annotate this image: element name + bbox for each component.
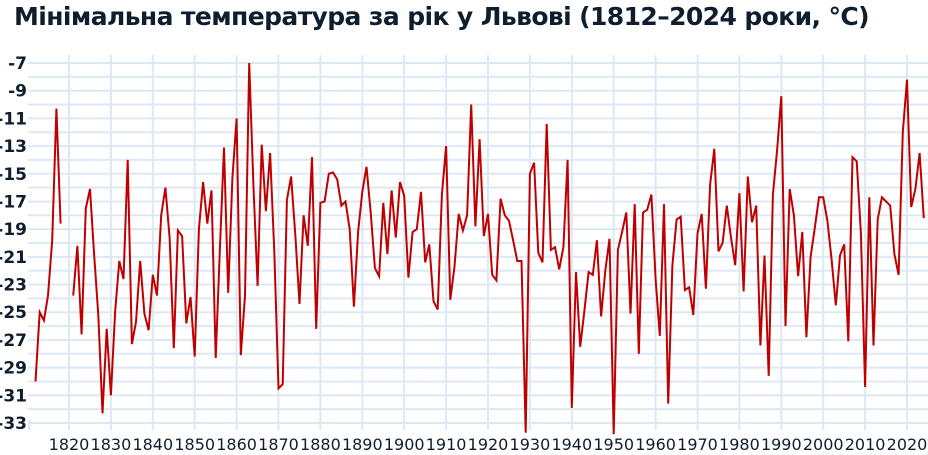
y-tick-label: -9 [8, 82, 27, 102]
x-tick-label: 1840 [132, 435, 173, 454]
chart-title: Мінімальна температура за рік у Львові (… [14, 2, 870, 31]
y-axis-labels: -7 -9 -11 -13 -15 -17 -19 -21 -23 -25 -27 -29 -31 -33 [0, 54, 27, 434]
x-tick-label: 1830 [91, 435, 132, 454]
gridlines [28, 55, 928, 430]
x-tick-label: 1970 [677, 435, 718, 454]
x-tick-label: 1850 [174, 435, 215, 454]
x-tick-label: 1920 [468, 435, 509, 454]
y-tick-label: -11 [0, 109, 27, 129]
x-tick-label: 1980 [719, 435, 760, 454]
x-tick-label: 2020 [887, 435, 928, 454]
x-tick-label: 1910 [426, 435, 467, 454]
y-tick-label: -21 [0, 248, 27, 268]
series-line [72, 62, 925, 435]
x-tick-label: 2000 [803, 435, 844, 454]
y-tick-label: -17 [0, 192, 27, 212]
x-tick-label: 1960 [635, 435, 676, 454]
y-tick-label: -19 [0, 220, 27, 240]
y-tick-label: -27 [0, 331, 27, 351]
x-tick-label: 1860 [216, 435, 257, 454]
series-line [34, 108, 62, 382]
x-tick-label: 1950 [593, 435, 634, 454]
y-tick-label: -31 [0, 386, 27, 406]
x-tick-label: 2010 [845, 435, 886, 454]
temperature-series [34, 62, 925, 435]
x-tick-label: 1890 [342, 435, 383, 454]
y-tick-label: -13 [0, 137, 27, 157]
y-tick-label: -23 [0, 276, 27, 296]
y-tick-label: -7 [8, 54, 27, 74]
x-tick-label: 1940 [551, 435, 592, 454]
x-axis-labels: 1820 1830 1840 1850 1860 1870 1880 1890 1900 1910… [49, 435, 928, 454]
x-tick-label: 1990 [761, 435, 802, 454]
x-tick-label: 1930 [510, 435, 551, 454]
y-tick-label: -15 [0, 165, 27, 185]
x-tick-label: 1870 [258, 435, 299, 454]
x-tick-label: 1900 [384, 435, 425, 454]
x-tick-label: 1880 [300, 435, 341, 454]
y-tick-label: -25 [0, 303, 27, 323]
y-tick-label: -29 [0, 359, 27, 379]
y-tick-label: -33 [0, 414, 27, 434]
x-tick-label: 1820 [49, 435, 90, 454]
